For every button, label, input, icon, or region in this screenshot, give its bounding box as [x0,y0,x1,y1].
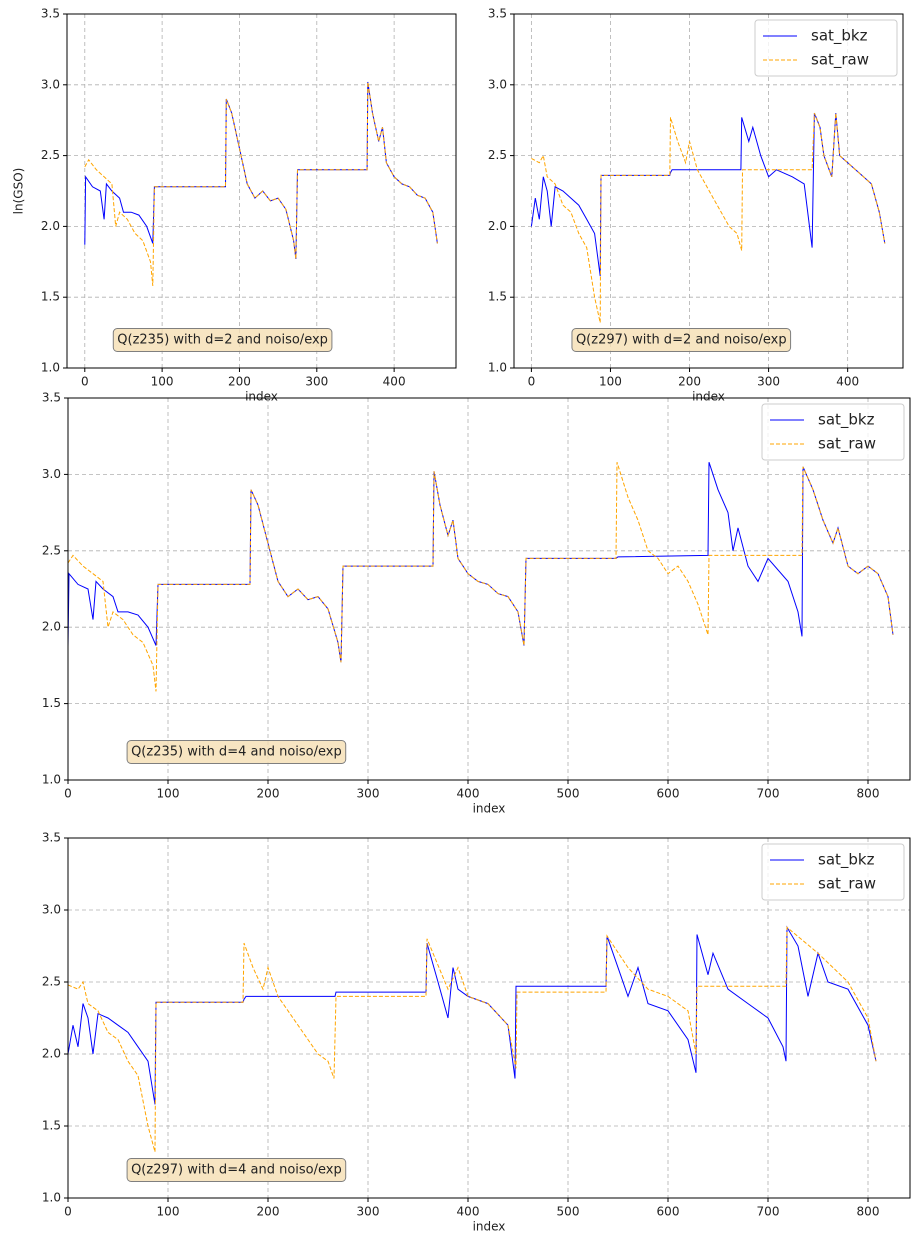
x-tick-label: 100 [599,375,622,389]
legend-label: sat_bkz [818,851,875,870]
legend-box [761,843,905,901]
x-tick-label: 200 [678,375,701,389]
series-line [68,925,877,1105]
legend-label: sat_raw [818,875,876,894]
series-line [84,81,438,286]
x-tick-label: 0 [64,1205,72,1219]
x-axis-label: index [473,1220,506,1234]
y-tick-label: 3.0 [42,467,61,481]
x-tick-label: 0 [64,787,72,801]
x-tick-label: 800 [857,1205,880,1219]
x-axis-label: index [473,802,506,816]
y-tick-label: 2.5 [488,148,507,162]
legend-label: sat_bkz [811,27,868,46]
x-tick-label: 700 [757,787,780,801]
series-line [68,462,894,692]
annotation: Q(z235) with d=2 and noiso/exp [117,333,328,348]
y-tick-label: 2.0 [42,620,61,634]
y-tick-label: 3.5 [42,831,61,845]
x-tick-label: 0 [528,375,536,389]
axes-frame [66,13,457,369]
y-tick-label: 3.5 [41,7,60,21]
y-tick-label: 1.0 [488,361,507,375]
x-tick-label: 600 [657,787,680,801]
x-tick-label: 400 [383,375,406,389]
y-tick-label: 1.0 [42,1191,61,1205]
x-tick-label: 400 [457,1205,480,1219]
x-tick-label: 700 [757,1205,780,1219]
y-tick-label: 1.5 [42,696,61,710]
y-tick-label: 3.0 [42,903,61,917]
annotation: Q(z297) with d=4 and noiso/exp [131,1163,342,1178]
x-tick-label: 200 [228,375,251,389]
y-tick-label: 1.5 [42,1119,61,1133]
x-tick-label: 200 [257,787,280,801]
annotation-box [112,328,333,352]
series-line [84,81,438,260]
plot-area [68,925,877,1153]
y-tick-label: 2.5 [42,543,61,557]
x-tick-label: 400 [457,787,480,801]
axes-frame [67,397,911,781]
y-tick-label: 1.0 [42,773,61,787]
x-tick-label: 300 [357,787,380,801]
annotation-box [571,328,792,352]
x-tick-label: 500 [557,1205,580,1219]
y-tick-label: 1.5 [488,290,507,304]
annotation: Q(z235) with d=4 and noiso/exp [131,745,342,760]
annotation-box [126,1158,347,1182]
y-tick-label: 3.0 [488,77,507,91]
x-tick-label: 100 [151,375,174,389]
legend-label: sat_raw [818,435,876,454]
y-tick-label: 1.5 [41,290,60,304]
y-tick-label: 1.0 [41,361,60,375]
axes-frame [67,837,911,1199]
y-tick-label: 3.0 [41,77,60,91]
legend-label: sat_raw [811,51,869,70]
x-tick-label: 200 [257,1205,280,1219]
x-tick-label: 600 [657,1205,680,1219]
legend-label: sat_bkz [818,411,875,430]
y-axis-label: ln(GSO) [12,168,26,215]
series-line [530,112,886,277]
x-tick-label: 300 [757,375,780,389]
x-axis-label: index [692,390,725,404]
x-tick-label: 800 [857,787,880,801]
plot-area [84,81,438,286]
y-tick-label: 3.5 [488,7,507,21]
y-tick-label: 2.0 [488,219,507,233]
x-tick-label: 300 [305,375,328,389]
y-tick-label: 2.0 [42,1047,61,1061]
x-axis-label: index [245,390,278,404]
x-tick-label: 100 [157,787,180,801]
x-tick-label: 400 [836,375,859,389]
x-tick-label: 300 [357,1205,380,1219]
legend-box [754,19,898,77]
annotation-box [126,740,347,764]
axes-frame [513,13,904,369]
legend-box [761,403,905,461]
series-line [68,926,877,1153]
series-line [68,462,894,663]
plot-area [530,112,886,323]
x-tick-label: 100 [157,1205,180,1219]
x-tick-label: 500 [557,787,580,801]
y-tick-label: 2.0 [41,219,60,233]
annotation: Q(z297) with d=2 and noiso/exp [576,333,787,348]
series-line [531,112,886,323]
y-tick-label: 3.5 [42,391,61,405]
y-tick-label: 2.5 [41,148,60,162]
y-tick-label: 2.5 [42,975,61,989]
plot-area [68,462,894,692]
x-tick-label: 0 [81,375,89,389]
